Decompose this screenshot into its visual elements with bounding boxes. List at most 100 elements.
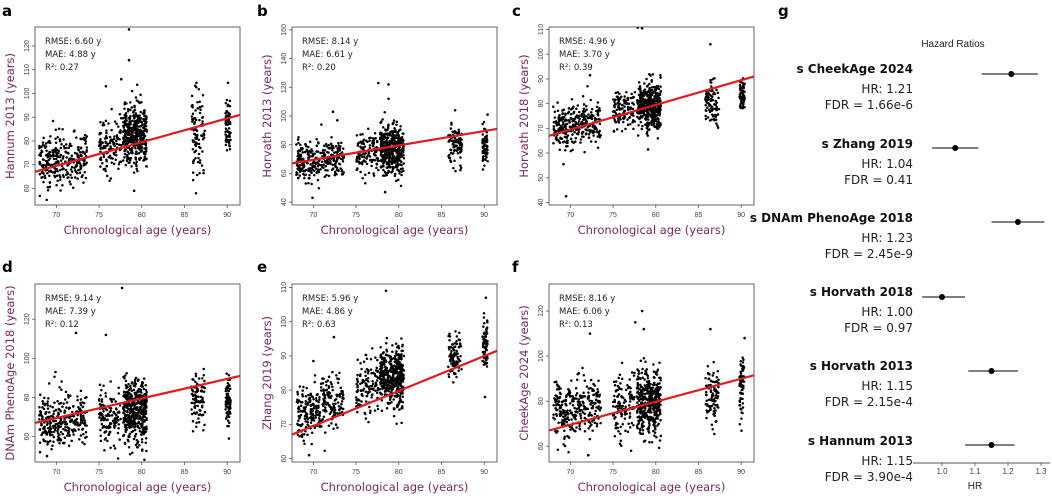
data-point	[65, 406, 68, 409]
data-point	[652, 85, 656, 89]
data-point	[391, 370, 394, 374]
data-point	[129, 384, 132, 388]
data-point	[397, 169, 401, 173]
data-point	[386, 126, 390, 130]
data-point	[226, 123, 229, 126]
data-point	[296, 393, 300, 396]
data-point	[123, 393, 126, 396]
data-point	[632, 103, 635, 106]
data-point	[49, 135, 52, 138]
data-point	[321, 382, 325, 385]
data-point	[124, 417, 128, 421]
data-point	[592, 114, 595, 117]
data-point	[324, 142, 328, 146]
data-point	[484, 140, 488, 144]
outlier-point	[227, 437, 231, 440]
data-point	[589, 111, 593, 114]
data-point	[319, 389, 323, 392]
data-point	[354, 396, 358, 399]
data-point	[117, 427, 120, 430]
data-point	[657, 120, 660, 123]
data-point	[194, 128, 198, 131]
data-point	[130, 425, 133, 429]
data-point	[78, 407, 81, 411]
data-point	[639, 115, 643, 118]
data-point	[386, 374, 390, 377]
data-point	[202, 385, 205, 389]
data-point	[613, 105, 616, 109]
x-tick-label: 80	[652, 212, 660, 219]
y-tick-label: 100	[281, 110, 288, 122]
data-point	[392, 139, 396, 142]
data-point	[320, 165, 324, 169]
data-point	[561, 121, 565, 124]
data-point	[306, 420, 309, 424]
data-point	[129, 101, 132, 104]
data-point	[341, 393, 345, 397]
data-point	[202, 136, 206, 140]
data-point	[125, 129, 128, 133]
data-point	[395, 350, 398, 353]
data-point	[368, 136, 371, 140]
data-point	[327, 424, 331, 428]
data-point	[63, 417, 66, 421]
data-point	[581, 95, 585, 98]
data-point	[70, 154, 74, 157]
data-point	[63, 146, 66, 150]
data-point	[379, 393, 383, 396]
data-point	[742, 97, 746, 100]
data-point	[114, 400, 117, 403]
data-point	[190, 115, 194, 118]
data-point	[340, 173, 344, 176]
plot-frame	[34, 283, 241, 463]
data-point	[325, 388, 329, 392]
data-point	[327, 403, 331, 407]
data-point	[370, 160, 374, 164]
data-point	[356, 167, 359, 170]
data-point	[640, 102, 643, 106]
data-point	[395, 140, 399, 144]
data-point	[391, 167, 395, 171]
data-point	[130, 151, 134, 155]
data-point	[387, 151, 391, 155]
data-point	[626, 96, 630, 100]
data-point	[70, 144, 73, 148]
data-point	[200, 134, 204, 138]
data-point	[134, 382, 138, 386]
data-point	[316, 178, 320, 182]
data-point	[76, 421, 79, 425]
data-point	[326, 160, 330, 164]
data-point	[127, 161, 130, 164]
data-point	[323, 449, 326, 452]
data-point	[717, 96, 720, 100]
data-point	[192, 378, 195, 382]
data-point	[646, 118, 650, 121]
data-point	[314, 414, 317, 417]
data-point	[326, 379, 330, 382]
data-point	[297, 166, 301, 169]
data-point	[306, 161, 309, 165]
data-point	[191, 112, 195, 116]
data-point	[198, 159, 202, 162]
data-point	[339, 167, 342, 170]
data-point	[48, 425, 52, 429]
data-point	[304, 142, 307, 146]
data-point	[655, 87, 658, 91]
data-point	[135, 439, 139, 442]
data-point	[385, 137, 389, 140]
data-point	[624, 99, 628, 103]
data-point	[593, 116, 597, 120]
data-point	[129, 394, 133, 397]
data-point	[60, 142, 63, 146]
data-point	[705, 96, 708, 99]
data-point	[342, 171, 345, 174]
data-point	[139, 128, 142, 132]
data-point	[98, 402, 102, 406]
data-point	[366, 391, 370, 395]
data-point	[356, 410, 359, 414]
data-point	[617, 97, 621, 100]
stat-annotation: R²: 0.39	[559, 63, 593, 73]
data-point	[43, 425, 46, 428]
data-point	[382, 159, 385, 162]
data-point	[38, 162, 42, 166]
